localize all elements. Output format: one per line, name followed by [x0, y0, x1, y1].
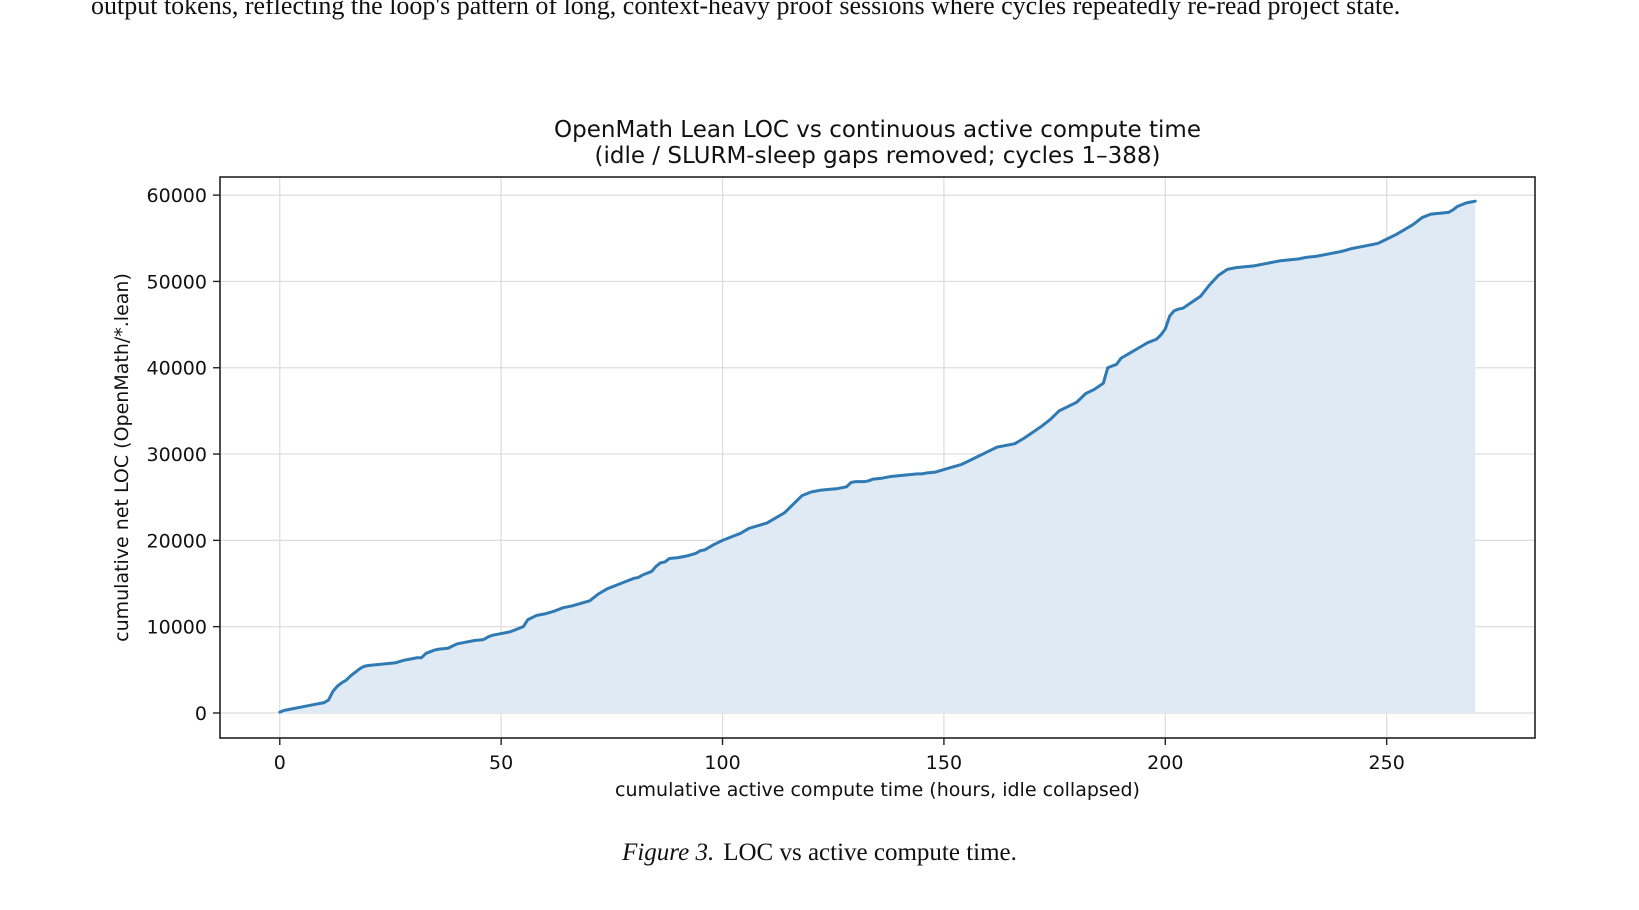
- y-tick-label: 60000: [147, 185, 207, 207]
- series-line: [278, 199, 1477, 714]
- x-tick-label: 0: [274, 752, 286, 774]
- ticks-layer: 0 50 100 150 200 250 0 10000 20000 30000 40000 5000…: [147, 185, 1405, 774]
- plot-frame: [219, 176, 1536, 739]
- x-tick-label: 50: [489, 752, 513, 774]
- y-axis-label: cumulative net LOC (OpenMath/*.lean): [111, 273, 133, 642]
- figure-caption: Figure 3. LOC vs active compute time.: [0, 839, 1639, 867]
- x-axis-label: cumulative active compute time (hours, i…: [615, 779, 1140, 801]
- caption-label: Figure 3.: [622, 839, 715, 866]
- chart-subtitle: (idle / SLURM-sleep gaps removed; cycles…: [594, 143, 1160, 169]
- x-tick-label: 100: [704, 752, 740, 774]
- x-tick-label: 200: [1147, 752, 1183, 774]
- chart-title: OpenMath Lean LOC vs continuous active c…: [554, 117, 1201, 143]
- caption-text: LOC vs active compute time.: [723, 839, 1017, 866]
- x-tick-label: 250: [1369, 752, 1405, 774]
- area-fill: [279, 201, 1476, 713]
- body-text: output tokens, reflecting the loop's pat…: [91, 0, 1401, 20]
- y-tick-label: 10000: [147, 617, 207, 639]
- y-tick-label: 20000: [147, 530, 207, 552]
- y-tick-label: 0: [195, 703, 207, 725]
- y-tick-label: 50000: [147, 271, 207, 293]
- y-tick-label: 40000: [147, 358, 207, 380]
- x-tick-label: 150: [926, 752, 962, 774]
- y-tick-label: 30000: [147, 444, 207, 466]
